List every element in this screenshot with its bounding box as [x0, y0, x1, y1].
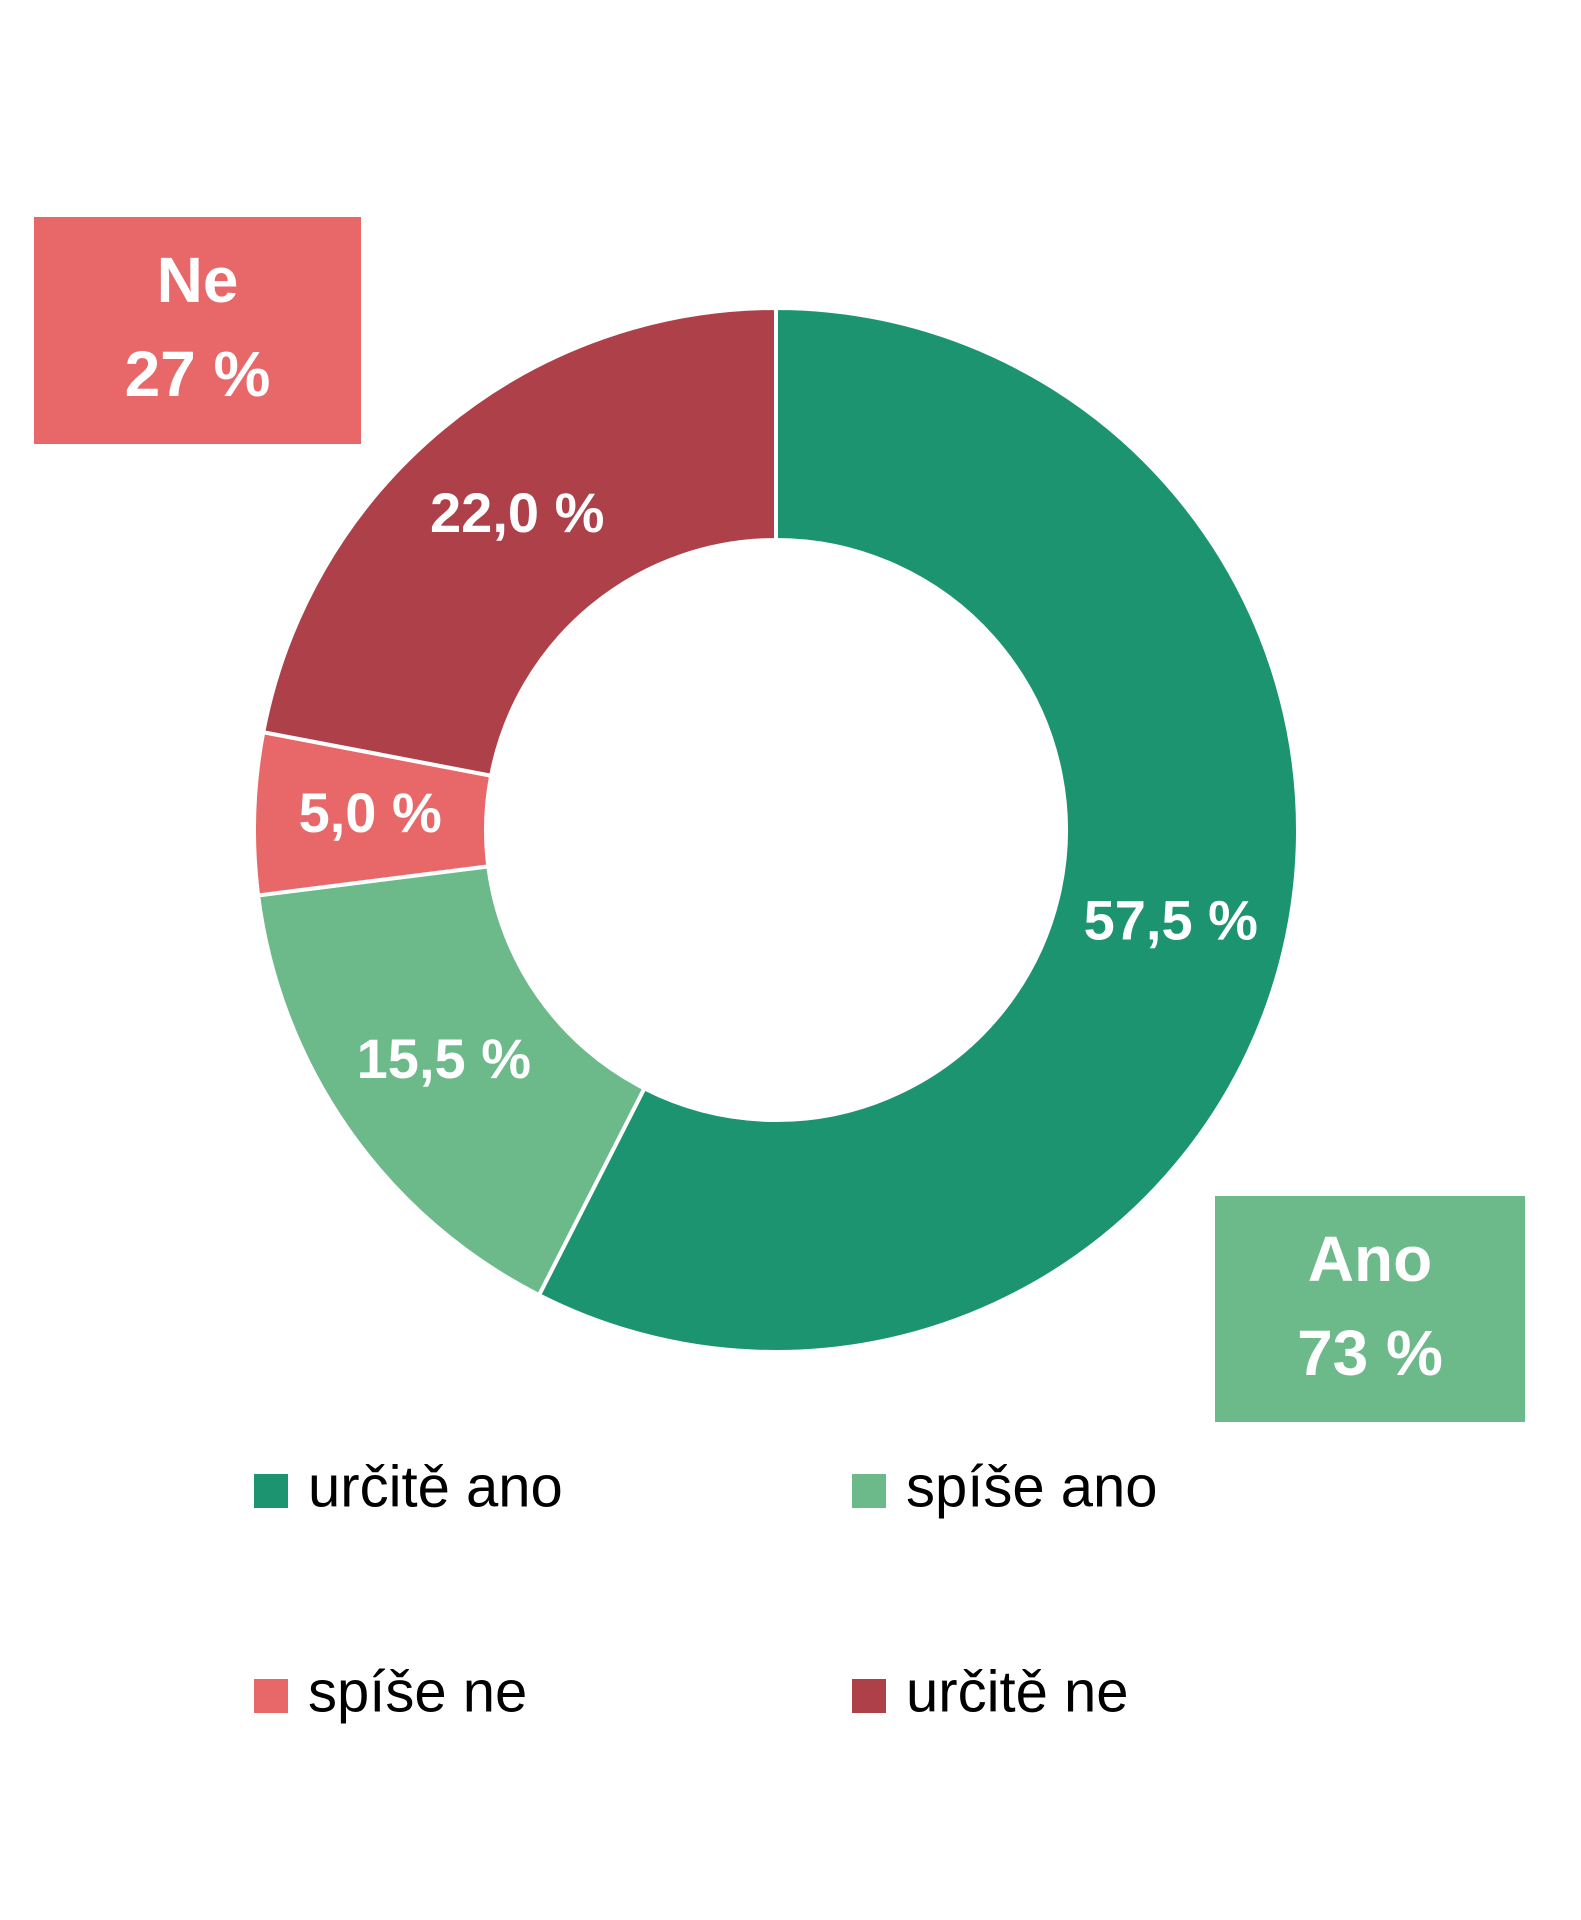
- donut-slice: [255, 864, 648, 1298]
- data-label: 22,0 %: [430, 481, 604, 544]
- summary-value: 73 %: [1297, 1317, 1443, 1389]
- donut-slice: [260, 305, 778, 778]
- donut-slice: [536, 305, 1300, 1354]
- legend-swatch: [254, 1679, 288, 1713]
- summary-label: Ne: [157, 244, 239, 316]
- data-label: 5,0 %: [299, 781, 442, 844]
- summary-value: 27 %: [125, 338, 271, 410]
- legend-label: určitě ano: [308, 1454, 563, 1519]
- summary-box: [34, 217, 361, 444]
- legend-label: spíše ano: [906, 1454, 1158, 1519]
- legend-swatch: [852, 1474, 886, 1508]
- data-label: 57,5 %: [1084, 889, 1258, 952]
- legend-swatch: [254, 1474, 288, 1508]
- legend-label: spíše ne: [308, 1659, 527, 1724]
- summary-label: Ano: [1308, 1223, 1432, 1295]
- data-label: 15,5 %: [357, 1027, 531, 1090]
- legend-label: určitě ne: [906, 1659, 1128, 1724]
- summary-box: [1215, 1196, 1525, 1422]
- legend-swatch: [852, 1679, 886, 1713]
